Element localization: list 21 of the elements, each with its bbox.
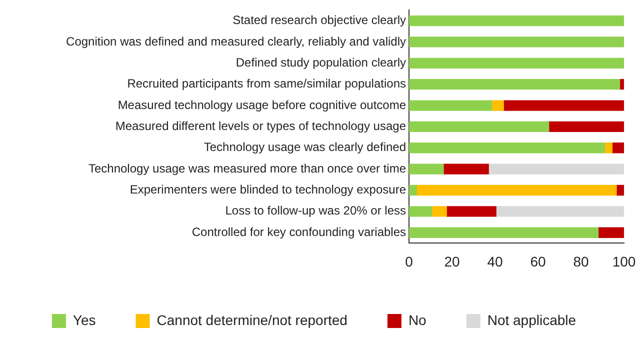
y-tick-label: Stated research objective clearly <box>232 13 406 28</box>
y-tick-label: Recruited participants from same/similar populations <box>127 76 406 91</box>
legend-label: Not applicable <box>487 312 576 328</box>
x-tick-label: 80 <box>573 253 589 270</box>
x-tick-label: 20 <box>444 253 460 270</box>
y-tick-label: Controlled for key confounding variables <box>192 224 406 239</box>
y-tick-label: Technology usage was clearly defined <box>204 140 406 154</box>
y-tick-label: Technology usage was measured more than once over time <box>88 161 406 176</box>
legend-label: Cannot determine/not reported <box>156 312 348 328</box>
y-tick-label: Cognition was defined and measured clearly, reliably and validly <box>66 34 406 48</box>
y-tick-label: Measured technology usage before cognitive outcome <box>118 98 406 112</box>
y-tick-label: Loss to follow-up was 20% or less <box>225 204 406 218</box>
x-tick-label: 0 <box>405 253 414 270</box>
x-tick-label: 100 <box>612 253 636 270</box>
y-tick-label: Experimenters were blinded to technology exposure <box>130 182 406 197</box>
y-tick-label: Measured different levels or types of technology usage <box>115 119 406 134</box>
legend-label: Yes <box>72 312 96 328</box>
legend-label: No <box>408 312 427 328</box>
x-tick-label: 40 <box>487 253 503 270</box>
y-tick-label: Defined study population clearly <box>236 55 406 70</box>
x-tick-label: 60 <box>530 253 546 270</box>
